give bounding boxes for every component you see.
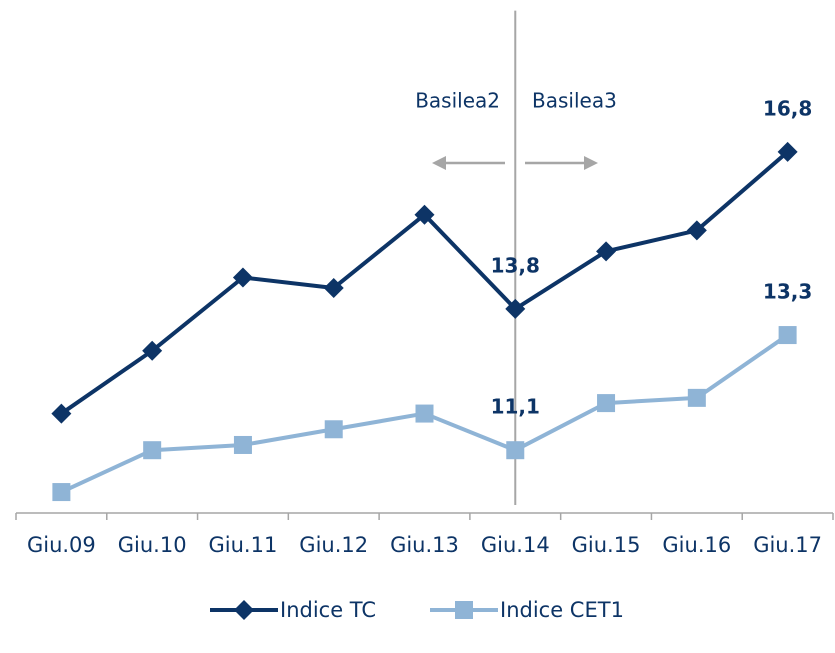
- marker: [778, 326, 797, 345]
- x-tick-label: Giu.11: [209, 533, 278, 557]
- marker: [142, 340, 163, 361]
- marker: [506, 441, 525, 460]
- marker: [415, 404, 434, 423]
- arrows: [432, 156, 598, 170]
- marker: [232, 267, 253, 288]
- x-tick-label: Giu.13: [390, 533, 459, 557]
- data-label: 13,8: [491, 253, 540, 277]
- marker: [143, 441, 162, 460]
- line: [60, 150, 789, 416]
- marker: [414, 204, 435, 225]
- x-tick-label: Giu.10: [118, 533, 187, 557]
- data-label: 13,3: [763, 280, 812, 304]
- marker: [505, 298, 526, 319]
- marker: [234, 600, 254, 620]
- marker: [597, 394, 616, 413]
- legend-label: Indice CET1: [500, 598, 624, 622]
- x-tick-label: Giu.17: [753, 533, 822, 557]
- marker: [233, 435, 252, 454]
- marker: [51, 403, 72, 424]
- marker: [455, 601, 473, 619]
- x-tick-label: Giu.12: [299, 533, 368, 557]
- annotation: Basilea2: [415, 89, 500, 113]
- data-label: 11,1: [491, 395, 540, 419]
- x-tick-label: Giu.14: [481, 533, 550, 557]
- marker: [596, 241, 617, 262]
- x-tick-label: Giu.09: [27, 533, 96, 557]
- marker: [323, 277, 344, 298]
- annotation: Basilea3: [532, 89, 617, 113]
- x-tick-label: Giu.16: [662, 533, 731, 557]
- marker: [777, 141, 798, 162]
- marker: [52, 483, 71, 502]
- legend-label: Indice TC: [280, 598, 376, 622]
- x-tick-label: Giu.15: [572, 533, 641, 557]
- data-label: 16,8: [763, 96, 812, 120]
- marker: [687, 388, 706, 407]
- marker: [686, 220, 707, 241]
- marker: [324, 420, 343, 439]
